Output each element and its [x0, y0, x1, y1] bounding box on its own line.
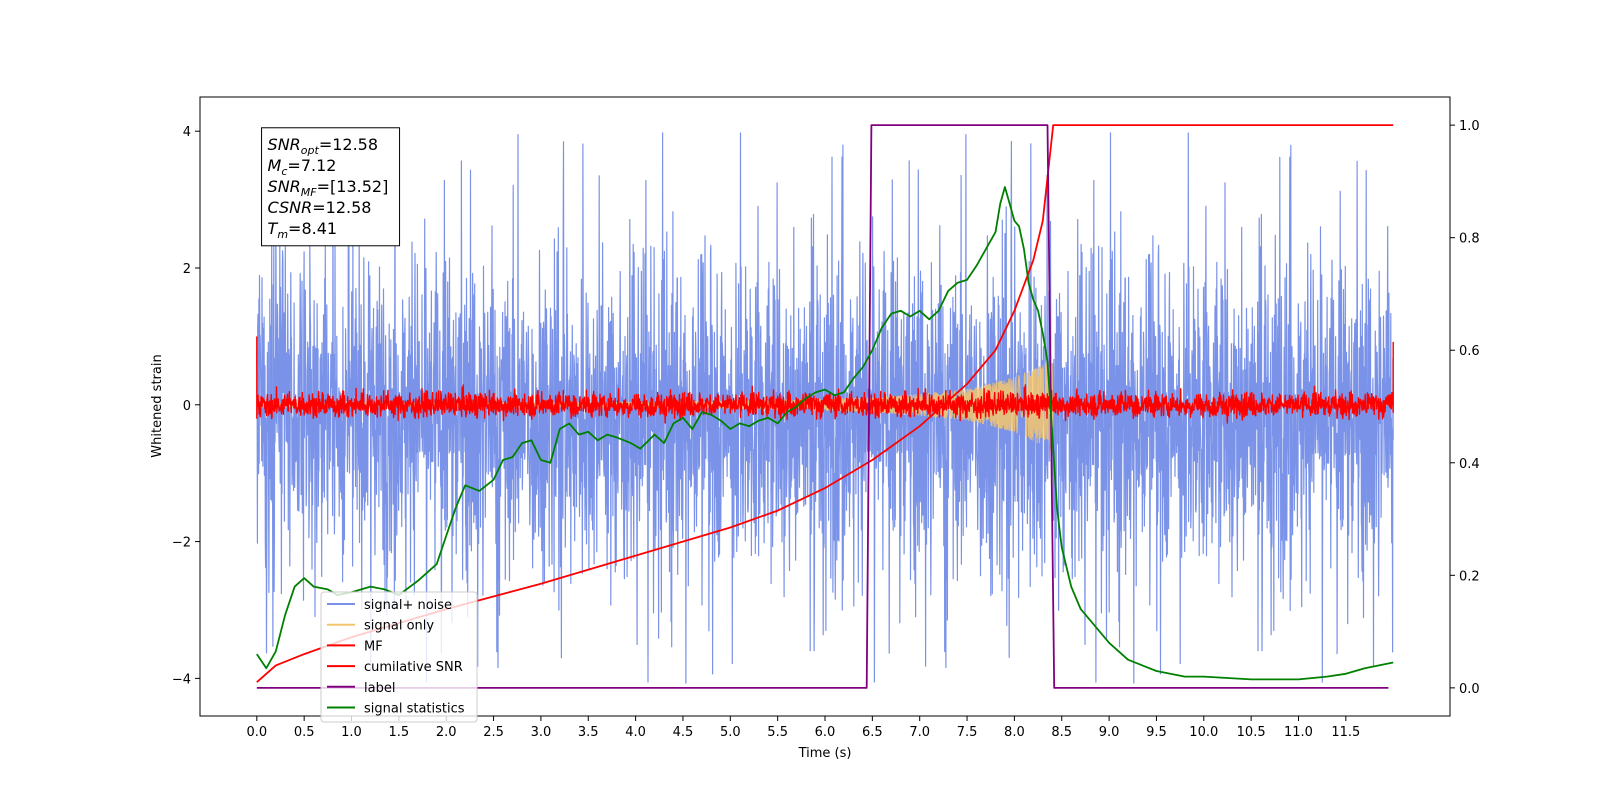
x-tick-label: 4.0 — [625, 725, 646, 740]
right-y-tick-label: 0.2 — [1459, 569, 1480, 584]
annotation-symbol: CSNR — [268, 198, 313, 217]
legend-label: signal+ noise — [364, 598, 452, 613]
annotation-line: SNRopt=12.58 — [268, 135, 379, 157]
x-tick-label: 5.0 — [720, 725, 741, 740]
series-label — [256, 124, 1389, 689]
left-y-axis: −4 −2 0 2 4 — [172, 125, 200, 687]
annotation-value: =12.58 — [319, 135, 378, 154]
left-y-tick-label: −2 — [172, 536, 191, 551]
legend-label: label — [364, 681, 395, 696]
x-tick-label: 4.5 — [673, 725, 694, 740]
legend-label: MF — [364, 639, 383, 654]
legend: signal+ noise signal only MF cumilative SNR… — [320, 591, 478, 723]
x-tick-label: 11.0 — [1284, 725, 1313, 740]
right-y-tick-label: 0.6 — [1459, 344, 1480, 359]
x-tick-label: 6.5 — [862, 725, 883, 740]
x-tick-label: 8.5 — [1051, 725, 1072, 740]
x-tick-label: 6.0 — [815, 725, 836, 740]
left-y-tick-label: 4 — [183, 125, 191, 140]
x-tick-label: 5.5 — [767, 725, 788, 740]
legend-frame — [320, 591, 478, 723]
annotation-line: Tm=8.41 — [268, 219, 338, 241]
x-tick-label: 2.5 — [483, 725, 504, 740]
series-signal-noise — [256, 132, 1394, 684]
series-signal-statistics — [256, 186, 1394, 681]
x-axis: 0.0 0.5 1.0 1.5 2.0 2.5 3.0 3.5 4.0 4.5 5.0 5.5 6.0 6… — [246, 716, 1360, 740]
annotation-subscript: c — [281, 165, 287, 178]
x-tick-label: 7.0 — [909, 725, 930, 740]
legend-label: signal statistics — [364, 702, 465, 717]
right-y-tick-label: 0.8 — [1459, 232, 1480, 247]
x-tick-label: 3.5 — [578, 725, 599, 740]
annotation-line: SNRMF=[13.52] — [268, 177, 389, 199]
left-y-tick-label: −4 — [172, 672, 191, 687]
annotation-box-frame — [261, 127, 401, 247]
y-axis-label: Whitened strain — [150, 354, 165, 457]
x-tick-label: 0.0 — [246, 725, 267, 740]
stats-annotation-box: SNRopt=12.58Mc=7.12SNRMF=[13.52]CSNR=12.… — [261, 127, 401, 247]
annotation-symbol: M — [268, 156, 282, 175]
x-tick-label: 10.0 — [1189, 725, 1218, 740]
left-y-tick-label: 0 — [183, 399, 191, 414]
legend-label: cumilative SNR — [364, 660, 463, 675]
annotation-subscript: opt — [301, 144, 320, 157]
annotation-value: =7.12 — [287, 156, 336, 175]
x-tick-label: 1.5 — [389, 725, 410, 740]
right-y-tick-label: 0.0 — [1459, 682, 1480, 697]
legend-label: signal only — [364, 619, 434, 634]
x-tick-label: 1.0 — [341, 725, 362, 740]
annotation-value: =12.58 — [312, 198, 371, 217]
x-axis-label: Time (s) — [798, 746, 852, 761]
x-tick-label: 9.5 — [1146, 725, 1167, 740]
annotation-value: =8.41 — [288, 219, 337, 238]
x-tick-label: 3.0 — [531, 725, 552, 740]
left-y-tick-label: 2 — [183, 262, 191, 277]
x-tick-label: 9.0 — [1099, 725, 1120, 740]
annotation-symbol: SNR — [268, 135, 301, 154]
x-tick-label: 7.5 — [957, 725, 978, 740]
x-tick-label: 8.0 — [1004, 725, 1025, 740]
x-tick-label: 10.5 — [1237, 725, 1266, 740]
x-tick-label: 2.0 — [436, 725, 457, 740]
right-y-axis: 0.0 0.2 0.4 0.6 0.8 1.0 — [1450, 119, 1480, 697]
right-y-tick-label: 1.0 — [1459, 119, 1480, 134]
x-tick-label: 0.5 — [294, 725, 315, 740]
annotation-value: =[13.52] — [317, 177, 389, 196]
annotation-subscript: m — [277, 228, 288, 241]
annotation-line: CSNR=12.58 — [268, 198, 372, 217]
annotation-symbol: SNR — [268, 177, 301, 196]
annotation-symbol: T — [268, 219, 279, 238]
right-y-tick-label: 0.4 — [1459, 457, 1480, 472]
annotation-subscript: MF — [301, 186, 317, 199]
annotation-line: Mc=7.12 — [268, 156, 337, 178]
series-mf — [256, 336, 1394, 424]
x-tick-label: 11.5 — [1331, 725, 1360, 740]
